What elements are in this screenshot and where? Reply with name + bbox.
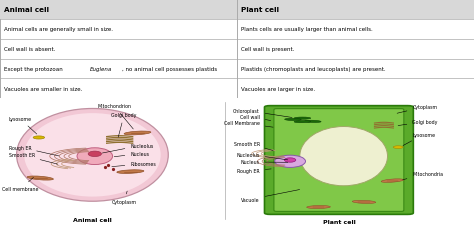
- Ellipse shape: [285, 119, 301, 121]
- Text: Animal cells are generally small in size.: Animal cells are generally small in size…: [4, 27, 113, 32]
- Text: Smooth ER: Smooth ER: [9, 153, 58, 165]
- Ellipse shape: [88, 151, 101, 157]
- Text: Plant cell: Plant cell: [241, 7, 279, 13]
- Text: Nucleus: Nucleus: [114, 151, 149, 157]
- Ellipse shape: [117, 170, 144, 174]
- Text: Rough ER: Rough ER: [9, 145, 59, 156]
- Text: Chloroplast: Chloroplast: [233, 109, 292, 118]
- Text: Euglena: Euglena: [90, 67, 112, 72]
- Text: Cell membrane: Cell membrane: [2, 178, 39, 192]
- Ellipse shape: [294, 118, 311, 120]
- Ellipse shape: [33, 136, 45, 139]
- Text: Vacuole: Vacuole: [241, 190, 300, 202]
- Text: Nucleolus: Nucleolus: [237, 152, 288, 160]
- Ellipse shape: [393, 146, 403, 149]
- FancyBboxPatch shape: [274, 109, 404, 211]
- Ellipse shape: [381, 179, 404, 183]
- Text: Cell wall is present.: Cell wall is present.: [241, 47, 294, 52]
- Text: Lysosome: Lysosome: [403, 132, 436, 146]
- Text: Plants cells are usually larger than animal cells.: Plants cells are usually larger than ani…: [241, 27, 373, 32]
- Ellipse shape: [24, 114, 161, 197]
- Ellipse shape: [274, 155, 306, 168]
- Text: Animal cell: Animal cell: [73, 217, 112, 222]
- Text: Mitochondrion: Mitochondrion: [97, 104, 133, 129]
- Ellipse shape: [307, 206, 330, 209]
- Text: Cell wall is absent.: Cell wall is absent.: [4, 47, 55, 52]
- Text: Cell Membrane: Cell Membrane: [224, 121, 273, 128]
- Text: Mitochondria: Mitochondria: [403, 171, 443, 180]
- Text: Smooth ER: Smooth ER: [234, 141, 273, 151]
- Ellipse shape: [294, 121, 310, 123]
- Text: Cell wall: Cell wall: [240, 114, 271, 121]
- Text: Nucleolus: Nucleolus: [102, 143, 154, 153]
- Ellipse shape: [124, 131, 151, 135]
- Text: Plant cell: Plant cell: [322, 219, 356, 224]
- Ellipse shape: [17, 109, 168, 201]
- Text: , no animal cell possesses plastids: , no animal cell possesses plastids: [122, 67, 217, 72]
- Bar: [0, 0, 474, 20]
- Text: Lysosome: Lysosome: [9, 117, 37, 134]
- Text: Rough ER: Rough ER: [237, 169, 271, 174]
- Text: Cytoplasm: Cytoplasm: [111, 191, 137, 205]
- Text: Plastids (chromoplasts and leucoplasts) are present.: Plastids (chromoplasts and leucoplasts) …: [241, 67, 385, 72]
- Text: Golgi body: Golgi body: [398, 119, 438, 126]
- Text: Ribosomes: Ribosomes: [112, 162, 156, 167]
- Text: Golgi body: Golgi body: [111, 113, 137, 138]
- Ellipse shape: [300, 127, 387, 186]
- Text: Vacuoles are larger in size.: Vacuoles are larger in size.: [241, 86, 315, 91]
- Ellipse shape: [27, 176, 54, 180]
- Text: Except the protozoan: Except the protozoan: [4, 67, 64, 72]
- Text: Nucleus: Nucleus: [241, 160, 288, 165]
- Text: Cytoplasm: Cytoplasm: [397, 105, 438, 114]
- Ellipse shape: [284, 158, 296, 163]
- Text: Animal cell: Animal cell: [4, 7, 49, 13]
- Ellipse shape: [305, 121, 321, 123]
- Ellipse shape: [352, 200, 376, 204]
- FancyBboxPatch shape: [264, 106, 413, 215]
- Ellipse shape: [77, 148, 113, 165]
- Text: Vacuoles are smaller in size.: Vacuoles are smaller in size.: [4, 86, 82, 91]
